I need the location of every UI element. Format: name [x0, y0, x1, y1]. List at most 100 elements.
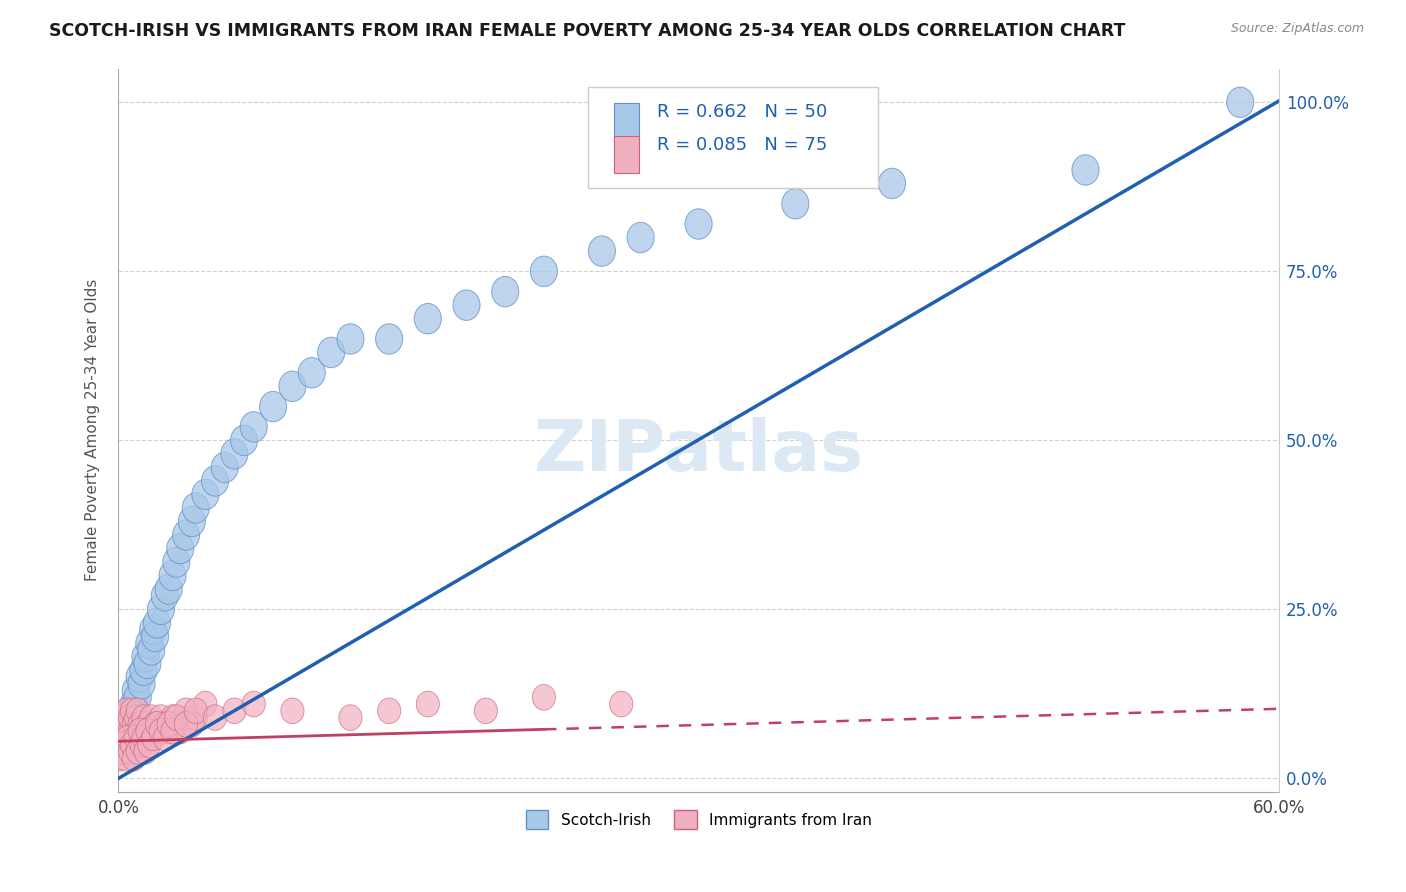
Ellipse shape	[111, 730, 138, 760]
Ellipse shape	[165, 712, 188, 737]
Ellipse shape	[127, 739, 149, 764]
Ellipse shape	[111, 705, 134, 731]
Ellipse shape	[121, 731, 143, 757]
Text: Source: ZipAtlas.com: Source: ZipAtlas.com	[1230, 22, 1364, 36]
Ellipse shape	[132, 725, 155, 751]
Ellipse shape	[163, 547, 190, 577]
Text: SCOTCH-IRISH VS IMMIGRANTS FROM IRAN FEMALE POVERTY AMONG 25-34 YEAR OLDS CORREL: SCOTCH-IRISH VS IMMIGRANTS FROM IRAN FEM…	[49, 22, 1126, 40]
Ellipse shape	[204, 705, 226, 731]
Ellipse shape	[530, 256, 557, 286]
Ellipse shape	[127, 698, 149, 723]
Ellipse shape	[240, 411, 267, 442]
Ellipse shape	[533, 684, 555, 710]
Ellipse shape	[165, 705, 188, 731]
Ellipse shape	[1071, 154, 1099, 186]
Ellipse shape	[114, 698, 138, 723]
Ellipse shape	[124, 725, 148, 751]
Ellipse shape	[152, 581, 179, 611]
Ellipse shape	[180, 712, 204, 737]
Ellipse shape	[782, 188, 808, 219]
Ellipse shape	[191, 479, 219, 509]
Ellipse shape	[145, 718, 169, 744]
Ellipse shape	[127, 662, 153, 692]
Ellipse shape	[588, 235, 616, 267]
Ellipse shape	[117, 696, 143, 726]
Ellipse shape	[134, 739, 157, 764]
Ellipse shape	[143, 712, 167, 737]
Ellipse shape	[610, 691, 633, 717]
Ellipse shape	[136, 712, 159, 737]
Ellipse shape	[378, 698, 401, 723]
Ellipse shape	[157, 718, 180, 744]
Ellipse shape	[474, 698, 498, 723]
Ellipse shape	[127, 725, 149, 751]
Ellipse shape	[145, 712, 169, 737]
Ellipse shape	[118, 705, 142, 731]
Ellipse shape	[129, 655, 157, 685]
Ellipse shape	[142, 725, 165, 751]
Ellipse shape	[143, 607, 170, 638]
Ellipse shape	[128, 669, 155, 699]
Ellipse shape	[627, 222, 654, 252]
Ellipse shape	[108, 731, 132, 757]
Ellipse shape	[416, 691, 440, 717]
Ellipse shape	[160, 705, 184, 731]
Ellipse shape	[111, 725, 134, 751]
Ellipse shape	[173, 520, 200, 550]
Ellipse shape	[111, 739, 134, 764]
Ellipse shape	[138, 731, 160, 757]
Ellipse shape	[153, 712, 176, 737]
Ellipse shape	[139, 615, 167, 645]
Ellipse shape	[121, 698, 143, 723]
Ellipse shape	[337, 324, 364, 354]
Text: R = 0.662   N = 50: R = 0.662 N = 50	[657, 103, 827, 121]
Bar	[614, 103, 640, 141]
Ellipse shape	[114, 709, 142, 739]
Ellipse shape	[159, 560, 186, 591]
Ellipse shape	[453, 290, 479, 320]
Ellipse shape	[117, 725, 139, 751]
Ellipse shape	[108, 746, 132, 771]
Ellipse shape	[149, 705, 173, 731]
Ellipse shape	[122, 675, 149, 706]
Ellipse shape	[415, 303, 441, 334]
Ellipse shape	[231, 425, 257, 456]
Ellipse shape	[183, 492, 209, 524]
Ellipse shape	[179, 507, 205, 537]
Ellipse shape	[112, 718, 136, 744]
Ellipse shape	[134, 725, 157, 751]
Ellipse shape	[118, 718, 142, 744]
Ellipse shape	[134, 648, 160, 679]
Ellipse shape	[138, 718, 160, 744]
Ellipse shape	[122, 712, 145, 737]
Ellipse shape	[114, 725, 138, 751]
Ellipse shape	[132, 705, 155, 731]
Ellipse shape	[242, 691, 266, 717]
Legend: Scotch-Irish, Immigrants from Iran: Scotch-Irish, Immigrants from Iran	[519, 804, 877, 835]
Ellipse shape	[112, 731, 136, 757]
Ellipse shape	[278, 371, 307, 401]
Bar	[614, 136, 640, 173]
Ellipse shape	[281, 698, 304, 723]
Ellipse shape	[124, 705, 148, 731]
Ellipse shape	[148, 594, 174, 624]
Ellipse shape	[117, 712, 139, 737]
Ellipse shape	[124, 682, 152, 713]
Ellipse shape	[121, 725, 143, 751]
Ellipse shape	[339, 705, 363, 731]
Ellipse shape	[211, 452, 238, 483]
Ellipse shape	[879, 169, 905, 199]
Ellipse shape	[260, 392, 287, 422]
Ellipse shape	[114, 746, 138, 771]
Ellipse shape	[129, 731, 153, 757]
Ellipse shape	[121, 689, 148, 719]
Ellipse shape	[160, 718, 184, 744]
Ellipse shape	[492, 277, 519, 307]
Ellipse shape	[149, 718, 173, 744]
Ellipse shape	[153, 725, 176, 751]
Ellipse shape	[128, 712, 152, 737]
Ellipse shape	[155, 574, 183, 605]
Ellipse shape	[174, 712, 198, 737]
Ellipse shape	[184, 705, 207, 731]
Ellipse shape	[138, 635, 165, 665]
